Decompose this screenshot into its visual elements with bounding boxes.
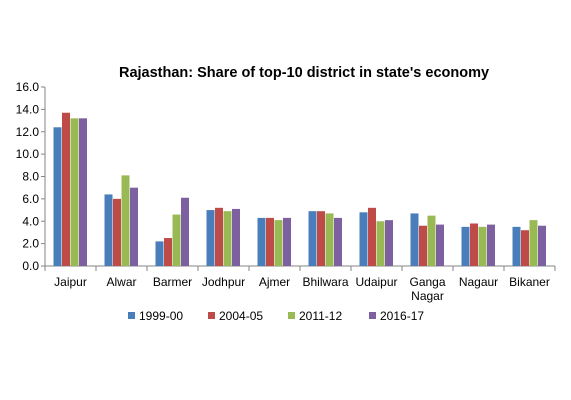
bar-ganga-nagar-2016-17	[436, 224, 444, 266]
bar-jodhpur-2011-12	[223, 211, 232, 266]
legend-label-2016-17: 2016-17	[380, 309, 424, 323]
bar-alwar-2011-12	[121, 175, 130, 266]
bars	[53, 112, 546, 267]
x-tick-label: Nagaur	[459, 275, 498, 289]
x-tick-label: Jaipur	[54, 275, 87, 289]
bar-udaipur-2016-17	[385, 220, 393, 266]
bar-bikaner-2016-17	[538, 225, 546, 266]
chart-title: Rajasthan: Share of top-10 district in s…	[119, 65, 489, 81]
y-tick-label: 10.0	[16, 147, 40, 161]
bar-ganga-nagar-2004-05	[419, 225, 427, 266]
bar-udaipur-2011-12	[376, 221, 385, 266]
y-tick-label: 12.0	[16, 125, 40, 139]
x-tick-label: Alwar	[106, 275, 136, 289]
y-tick-label: 6.0	[22, 192, 39, 206]
bar-bikaner-2004-05	[521, 230, 529, 266]
bar-nagaur-2004-05	[470, 223, 478, 266]
bar-jaipur-2011-12	[70, 118, 79, 266]
bar-ganga-nagar-2011-12	[427, 215, 436, 266]
x-tick-label: Ganga Nagar	[409, 275, 445, 303]
bar-alwar-1999-00	[104, 194, 113, 266]
bar-bikaner-1999-00	[512, 226, 521, 266]
legend-swatch-2016-17	[369, 312, 376, 319]
legend-swatch-2004-05	[208, 312, 215, 319]
x-tick-label: Ajmer	[259, 275, 290, 289]
y-tick-label: 4.0	[22, 214, 39, 228]
legend-swatch-2011-12	[288, 312, 295, 319]
bar-jaipur-1999-00	[53, 127, 62, 267]
legend: 1999-00 2004-05 2011-12 2016-17	[128, 309, 424, 323]
bar-jaipur-2016-17	[79, 118, 87, 266]
x-tick-label: Jodhpur	[202, 275, 245, 289]
bar-bhilwara-1999-00	[308, 211, 317, 266]
bar-udaipur-2004-05	[368, 207, 376, 266]
y-tick-label: 14.0	[16, 102, 40, 116]
bar-barmer-2016-17	[181, 197, 189, 266]
legend-label-2004-05: 2004-05	[219, 309, 263, 323]
legend-label-1999-00: 1999-00	[139, 309, 183, 323]
bar-udaipur-1999-00	[359, 212, 368, 266]
y-tick-label: 2.0	[22, 237, 39, 251]
y-tick-label: 8.0	[22, 170, 39, 184]
bar-ajmer-1999-00	[257, 217, 266, 266]
bar-bhilwara-2004-05	[317, 211, 325, 266]
x-tick-label: Bhilwara	[302, 275, 348, 289]
y-tick-label: 0.0	[22, 259, 39, 273]
bar-ajmer-2016-17	[283, 217, 291, 266]
bar-ganga-nagar-1999-00	[410, 213, 419, 266]
bar-nagaur-1999-00	[461, 226, 470, 266]
bar-alwar-2016-17	[130, 187, 138, 266]
y-axis: 0.0 2.0 4.0 6.0 8.0 10.0 12.0 14.0 16.0	[16, 80, 46, 273]
bar-nagaur-2016-17	[487, 224, 495, 266]
x-tick-label: Barmer	[153, 275, 192, 289]
bar-ajmer-2004-05	[266, 217, 274, 266]
bar-bhilwara-2011-12	[325, 213, 334, 266]
bar-jodhpur-2004-05	[215, 207, 223, 266]
x-tick-label: Bikaner	[509, 275, 550, 289]
bar-barmer-2011-12	[172, 214, 181, 266]
bar-jodhpur-2016-17	[232, 208, 240, 266]
bar-nagaur-2011-12	[478, 226, 487, 266]
bar-barmer-1999-00	[155, 241, 164, 266]
bar-barmer-2004-05	[164, 238, 172, 266]
x-tick-label: Udaipur	[355, 275, 397, 289]
bar-jaipur-2004-05	[62, 112, 70, 266]
bar-jodhpur-1999-00	[206, 210, 215, 266]
x-axis: Jaipur Alwar Barmer Jodhpur Ajmer Bhilwara Uda…	[44, 265, 556, 303]
bar-ajmer-2011-12	[274, 220, 283, 266]
bar-bikaner-2011-12	[529, 220, 538, 266]
bar-bhilwara-2016-17	[334, 217, 342, 266]
legend-swatch-1999-00	[128, 312, 135, 319]
y-tick-label: 16.0	[16, 80, 40, 94]
legend-label-2011-12: 2011-12	[299, 309, 342, 323]
bar-alwar-2004-05	[113, 198, 121, 266]
